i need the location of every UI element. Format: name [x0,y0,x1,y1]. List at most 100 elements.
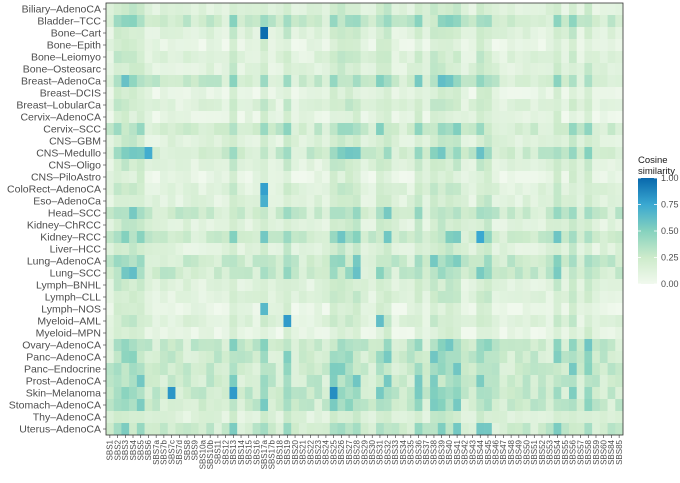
heatmap-cell [337,363,346,376]
heatmap-cell [175,195,184,208]
heatmap-cell [129,171,138,184]
heatmap-cell [229,27,238,40]
heatmap-cell [437,411,446,424]
heatmap-cell [283,135,292,148]
heatmap-cell [576,279,585,292]
heatmap-cell [599,123,608,136]
heatmap-cell [406,3,415,16]
heatmap-cell [383,231,392,244]
heatmap-cell [183,315,192,328]
heatmap-cell [268,339,277,352]
heatmap-cell [383,375,392,388]
heatmap-cell [275,399,284,412]
heatmap-cell [607,339,616,352]
heatmap-cell [291,375,300,388]
heatmap-cell [491,423,500,436]
heatmap-cell [291,183,300,196]
heatmap-cell [352,183,361,196]
heatmap-cell [206,339,215,352]
heatmap-cell [568,87,578,100]
heatmap-cell [592,351,601,364]
heatmap-cell [221,267,230,280]
heatmap-cell [352,267,361,280]
heatmap-cell [129,39,138,52]
heatmap-cell [136,219,145,232]
heatmap-cell [198,399,207,412]
heatmap-cell [229,387,238,400]
heatmap-cell [499,159,508,172]
heatmap-cell [291,3,300,16]
heatmap-cell [522,27,531,40]
x-tick-label: SBS33 [391,439,400,464]
heatmap-cell [376,279,385,292]
heatmap-cell [237,387,246,400]
heatmap-cell [599,39,608,52]
heatmap-cell [530,111,539,124]
heatmap-cell [414,411,423,424]
heatmap-cell [538,351,547,364]
heatmap-cell [314,423,323,436]
heatmap-cell [437,279,446,292]
heatmap-cell [144,159,153,172]
heatmap-cell [530,351,539,364]
heatmap-cell [538,411,547,424]
x-tick-label: SBS34 [399,439,408,464]
heatmap-cell [538,75,547,88]
heatmap-cell [144,363,153,376]
heatmap-cell [592,15,601,28]
heatmap-cell [298,291,307,304]
heatmap-cell [430,399,439,412]
heatmap-cell [507,411,516,424]
heatmap-cell [352,363,361,376]
heatmap-cell [460,75,469,88]
heatmap-cell [314,231,323,244]
heatmap-cell [522,387,531,400]
heatmap-cell [121,183,130,196]
heatmap-cell [430,171,439,184]
heatmap-cell [545,351,554,364]
heatmap-cell [576,111,585,124]
heatmap-cell [260,267,269,280]
heatmap-cell [214,279,223,292]
heatmap-cell [206,363,215,376]
heatmap-cell [383,351,392,364]
heatmap-cell [530,63,539,76]
heatmap-cell [522,15,531,28]
heatmap-cell [244,111,253,124]
heatmap-cell [113,75,122,88]
heatmap-cell [468,159,477,172]
heatmap-cell [530,207,539,220]
heatmap-cell [406,399,415,412]
heatmap-cell [329,171,338,184]
heatmap-cell [345,327,354,340]
heatmap-cell [144,231,153,244]
heatmap-cell [206,183,215,196]
heatmap-cell [460,183,469,196]
heatmap-cell [514,27,523,40]
heatmap-cell [422,27,431,40]
heatmap-cell [144,387,153,400]
heatmap-cell [221,219,230,232]
heatmap-cell [360,27,369,40]
heatmap-cell [499,339,508,352]
heatmap-cell [453,171,462,184]
heatmap-cell [484,267,493,280]
x-tick-label: SBS43 [468,439,477,464]
heatmap-cell [190,339,199,352]
heatmap-cell [322,171,331,184]
heatmap-cell [414,15,423,28]
heatmap-cell [615,3,624,16]
heatmap-cell [306,135,315,148]
heatmap-cell [283,147,292,160]
heatmap-cell [345,351,354,364]
heatmap-cell [538,243,547,256]
heatmap-cell [291,291,300,304]
heatmap-cell [322,339,331,352]
heatmap-cell [406,207,415,220]
heatmap-cell [106,99,115,112]
heatmap-cell [160,27,169,40]
heatmap-cell [522,195,531,208]
heatmap-cell [298,3,307,16]
heatmap-cell [422,51,431,64]
heatmap-cell [445,375,454,388]
